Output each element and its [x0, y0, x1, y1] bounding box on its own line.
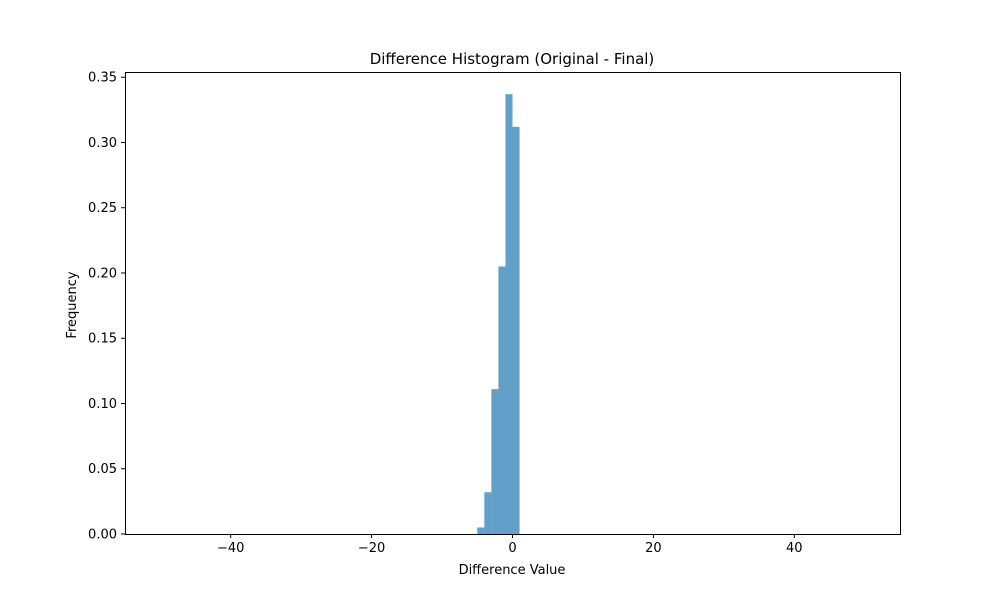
y-tick-label: 0.20 — [88, 266, 117, 281]
histogram-bar-4 — [505, 94, 513, 535]
histogram-bars — [477, 94, 520, 535]
x-axis-label: Difference Value — [459, 563, 566, 578]
x-tick-label: 0 — [508, 541, 516, 556]
x-axis-ticks: −40 −20 0 20 40 — [217, 534, 803, 556]
y-tick-label: 0.10 — [88, 397, 117, 412]
histogram-bar-0 — [477, 527, 485, 534]
x-tick-label: −40 — [217, 541, 244, 556]
y-tick-label: 0.05 — [88, 462, 117, 477]
x-tick-label: −20 — [358, 541, 385, 556]
histogram-bar-3 — [498, 266, 506, 534]
x-tick-label: 20 — [645, 541, 662, 556]
y-tick-label: 0.35 — [88, 71, 117, 86]
x-tick-label: 40 — [786, 541, 803, 556]
histogram-bar-5 — [512, 126, 520, 534]
histogram-bar-1 — [484, 492, 492, 534]
chart-title: Difference Histogram (Original - Final) — [370, 50, 655, 68]
y-tick-label: 0.00 — [88, 528, 117, 543]
histogram-bar-2 — [491, 389, 499, 534]
y-tick-label: 0.15 — [88, 332, 117, 347]
y-tick-label: 0.30 — [88, 136, 117, 151]
y-tick-label: 0.25 — [88, 201, 117, 216]
y-axis-ticks: 0.00 0.05 0.10 0.15 0.20 0.25 0.30 0.35 — [88, 71, 125, 543]
y-axis-label: Frequency — [65, 271, 80, 338]
